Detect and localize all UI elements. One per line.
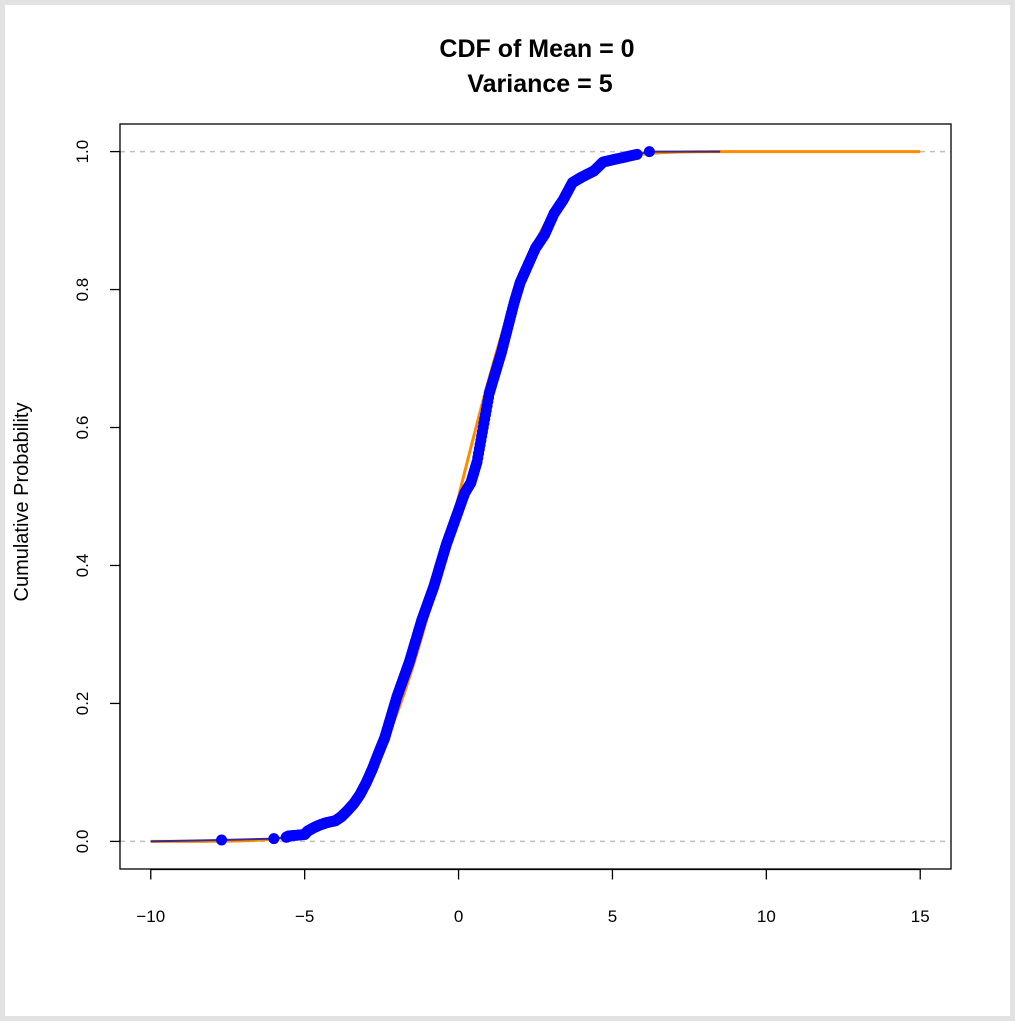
empirical-cdf [150,146,721,846]
x-axis: −10 −5 0 5 10 15 [136,868,930,926]
x-tick-label: −10 [136,907,165,926]
x-tick-label: −5 [295,907,314,926]
chart-title: CDF of Mean = 0 [439,35,634,63]
y-axis-label: Cumulative Probability [11,403,33,602]
x-tick-label: 0 [454,907,463,926]
y-tick-label: 0.2 [73,692,92,716]
empirical-cdf-point [643,146,655,158]
empirical-cdf-point [268,833,280,845]
empirical-cdf-line [150,150,721,843]
y-tick-label: 0.0 [73,830,92,854]
y-tick-label: 0.4 [73,554,92,578]
plot-canvas: CDF of Mean = 0 Variance = 5 Cumulative … [5,5,1010,1016]
y-axis: 0.0 0.2 0.4 0.6 0.8 1.0 [73,140,121,854]
empirical-cdf-point [216,834,228,846]
y-tick-label: 0.6 [73,416,92,440]
y-tick-label: 0.8 [73,278,92,302]
y-tick-label: 1.0 [73,140,92,164]
x-tick-label: 5 [608,907,617,926]
plot-frame [119,123,952,870]
empirical-cdf-point [629,149,641,161]
x-tick-label: 10 [757,907,776,926]
empirical-cdf-point [476,426,488,438]
cdf-chart: CDF of Mean = 0 Variance = 5 Cumulative … [11,35,952,926]
chart-subtitle: Variance = 5 [467,70,612,98]
x-tick-label: 15 [911,907,930,926]
